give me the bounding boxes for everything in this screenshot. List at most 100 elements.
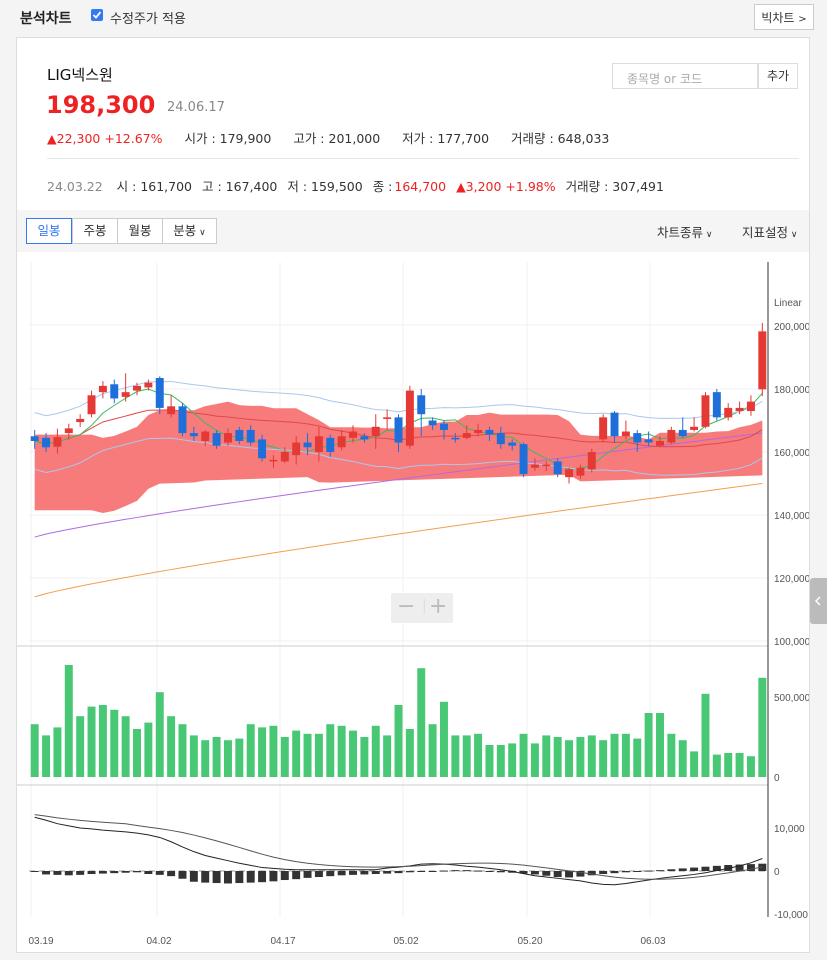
candle-body: [451, 437, 460, 440]
volume-bar: [633, 738, 642, 777]
macd-histogram-bar: [326, 871, 335, 877]
price-tick-label: 200,000: [774, 322, 809, 333]
big-chart-label: 빅차트: [761, 11, 795, 25]
macd-histogram-bar: [246, 871, 255, 883]
tab-minute[interactable]: 분봉 ∨: [162, 218, 217, 244]
volume-bar: [64, 665, 73, 777]
tab-daily[interactable]: 일봉: [26, 218, 72, 244]
macd-histogram-bar: [599, 871, 608, 875]
volume-bar: [462, 735, 471, 777]
tab-weekly[interactable]: 주봉: [72, 218, 118, 244]
volume-bar: [30, 724, 39, 777]
zoom-in-icon[interactable]: +: [429, 594, 448, 619]
macd-histogram-bar: [576, 871, 585, 877]
volume: 거래량 : 648,033: [511, 131, 610, 146]
candle-body: [223, 433, 232, 443]
adjusted-price-checkbox[interactable]: [91, 9, 103, 21]
candle-body: [530, 464, 539, 468]
adjusted-price-label[interactable]: 수정주가 적용: [110, 12, 186, 27]
volume-bar: [144, 722, 153, 777]
candle-body: [599, 417, 608, 440]
candle-body: [485, 429, 494, 435]
candle-body: [542, 464, 551, 467]
macd-histogram-bar: [292, 871, 301, 880]
volume-bar: [758, 677, 767, 777]
zoom-out-icon[interactable]: −: [397, 594, 416, 619]
macd-histogram-bar: [280, 871, 289, 881]
top-bar: 분석차트 수정주가 적용 빅차트 >: [0, 0, 827, 36]
volume-bar: [451, 735, 460, 777]
volume-bar: [42, 735, 51, 777]
chart-area[interactable]: Linear 200,000 180,000 160,000 140,000 120,00…: [17, 252, 811, 952]
candle-body: [553, 461, 562, 475]
candle-body: [565, 469, 574, 478]
macd-histogram-bar: [667, 869, 676, 871]
add-button[interactable]: 추가: [758, 63, 798, 89]
macd-histogram-bar: [201, 871, 210, 883]
macd-histogram-bar: [337, 871, 346, 876]
candle-body: [678, 429, 687, 437]
macd-histogram-bar: [405, 871, 414, 873]
volume-bar: [292, 730, 301, 777]
macd-histogram-bar: [621, 871, 630, 873]
volume-bar: [383, 735, 392, 777]
volume-bar: [314, 733, 323, 777]
volume-bar: [405, 729, 414, 777]
macd-histogram-bar: [712, 865, 721, 871]
macd-line: [34, 816, 763, 886]
candle-body: [621, 431, 630, 437]
macd-histogram-bar: [735, 864, 744, 871]
x-tick-label: 06.03: [640, 936, 665, 947]
volume-bar: [246, 724, 255, 777]
macd-histogram-bar: [349, 871, 358, 875]
candle-body: [417, 395, 426, 415]
hover-info: 24.03.22 시 : 161,700 고 : 167,400 저 : 159…: [47, 176, 670, 195]
zoom-control: − | +: [391, 593, 453, 623]
tab-monthly[interactable]: 월봉: [117, 218, 163, 244]
candle-body: [724, 407, 733, 418]
macd-histogram-bar: [371, 871, 380, 875]
macd-histogram-bar: [53, 871, 62, 875]
macd-histogram-bar: [462, 870, 471, 872]
price-tick-label: 180,000: [774, 385, 809, 396]
volume-bar: [746, 756, 755, 777]
x-tick-label: 03.19: [28, 936, 53, 947]
search-input[interactable]: 종목명 or 코드: [612, 63, 758, 89]
volume-bar: [690, 751, 699, 777]
candle-body: [235, 429, 244, 441]
indicator-settings-dropdown[interactable]: 지표설정 ∨: [742, 222, 797, 241]
macd-histogram-bar: [144, 871, 153, 875]
candle-body: [337, 436, 346, 448]
x-tick-label: 04.17: [270, 936, 295, 947]
big-chart-button[interactable]: 빅차트 >: [754, 4, 814, 30]
current-price: 198,300: [46, 91, 156, 119]
side-panel-toggle[interactable]: [810, 578, 827, 624]
scale-label: Linear: [774, 298, 802, 309]
chevron-down-icon: ∨: [703, 230, 713, 240]
volume-bar: [712, 754, 721, 777]
volume-bar: [474, 733, 483, 777]
stock-chart[interactable]: Linear 200,000 180,000 160,000 140,000 120,00…: [17, 252, 811, 952]
volume-bar: [701, 693, 710, 777]
candle-body: [610, 412, 619, 437]
candle-body: [42, 437, 51, 448]
volume-bar: [337, 725, 346, 777]
volume-bar: [587, 735, 596, 777]
volume-bar: [724, 753, 733, 777]
volume-bar: [667, 733, 676, 777]
candle-body: [30, 436, 39, 441]
chart-type-dropdown[interactable]: 차트종류 ∨: [657, 222, 712, 241]
volume-bar: [349, 730, 358, 777]
hover-close-label: 종 :: [372, 179, 393, 194]
x-tick-label: 04.02: [146, 936, 171, 947]
low-price: 저가 : 177,700: [402, 131, 490, 146]
candle-body: [474, 429, 483, 434]
hover-high: 고 : 167,400: [202, 179, 278, 194]
chevron-left-icon: [814, 596, 821, 606]
macd-histogram-bar: [258, 871, 267, 883]
hover-open: 시 : 161,700: [116, 179, 193, 194]
candle-body: [280, 452, 289, 462]
macd-histogram-bar: [428, 871, 437, 872]
candle-body: [121, 392, 130, 397]
macd-histogram-bar: [64, 871, 73, 876]
